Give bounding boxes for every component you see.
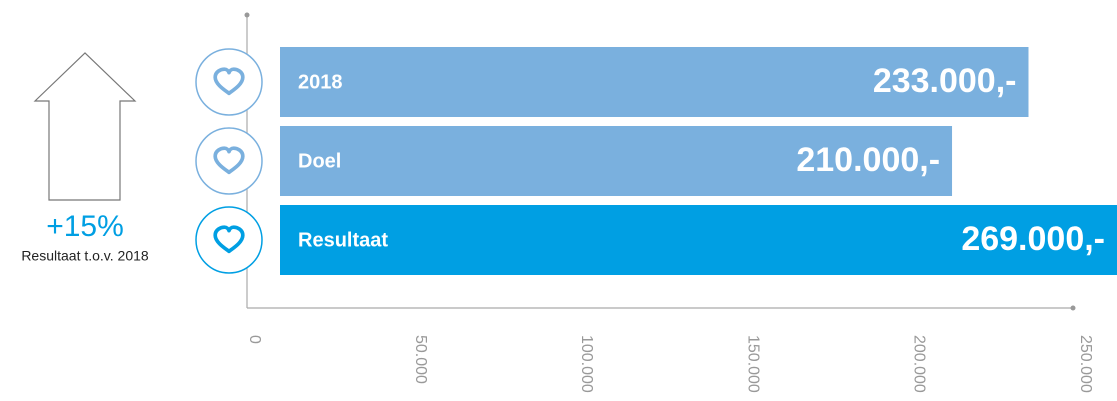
bar bbox=[280, 126, 953, 196]
heart-icon bbox=[213, 146, 245, 175]
bar bbox=[280, 47, 1029, 117]
bar bbox=[280, 205, 1117, 275]
icon-circle bbox=[195, 127, 263, 195]
category-label: Resultaat bbox=[298, 229, 388, 251]
value-label: 233.000,- bbox=[873, 62, 1017, 100]
x-tick-label: 250.000 bbox=[1077, 335, 1094, 393]
x-tick-label: 200.000 bbox=[911, 335, 928, 393]
icon-circle bbox=[195, 206, 263, 274]
annotation-caption: Resultaat t.o.v. 2018 bbox=[21, 248, 149, 264]
axis-dot bbox=[1070, 305, 1076, 311]
icon-circle bbox=[195, 48, 263, 116]
x-tick-label: 0 bbox=[246, 335, 263, 344]
value-label: 210.000,- bbox=[796, 141, 940, 179]
annotation: +15% bbox=[46, 210, 124, 243]
x-tick-label: 100.000 bbox=[578, 335, 595, 393]
up-arrow bbox=[33, 52, 137, 201]
x-tick-label: 50.000 bbox=[412, 335, 429, 384]
heart-icon bbox=[213, 225, 245, 254]
category-label: Doel bbox=[298, 150, 341, 172]
x-tick-label: 150.000 bbox=[744, 335, 761, 393]
heart-icon bbox=[213, 67, 245, 96]
value-label: 269.000,- bbox=[961, 220, 1105, 258]
axis-dot bbox=[244, 12, 250, 18]
category-label: 2018 bbox=[298, 71, 343, 93]
